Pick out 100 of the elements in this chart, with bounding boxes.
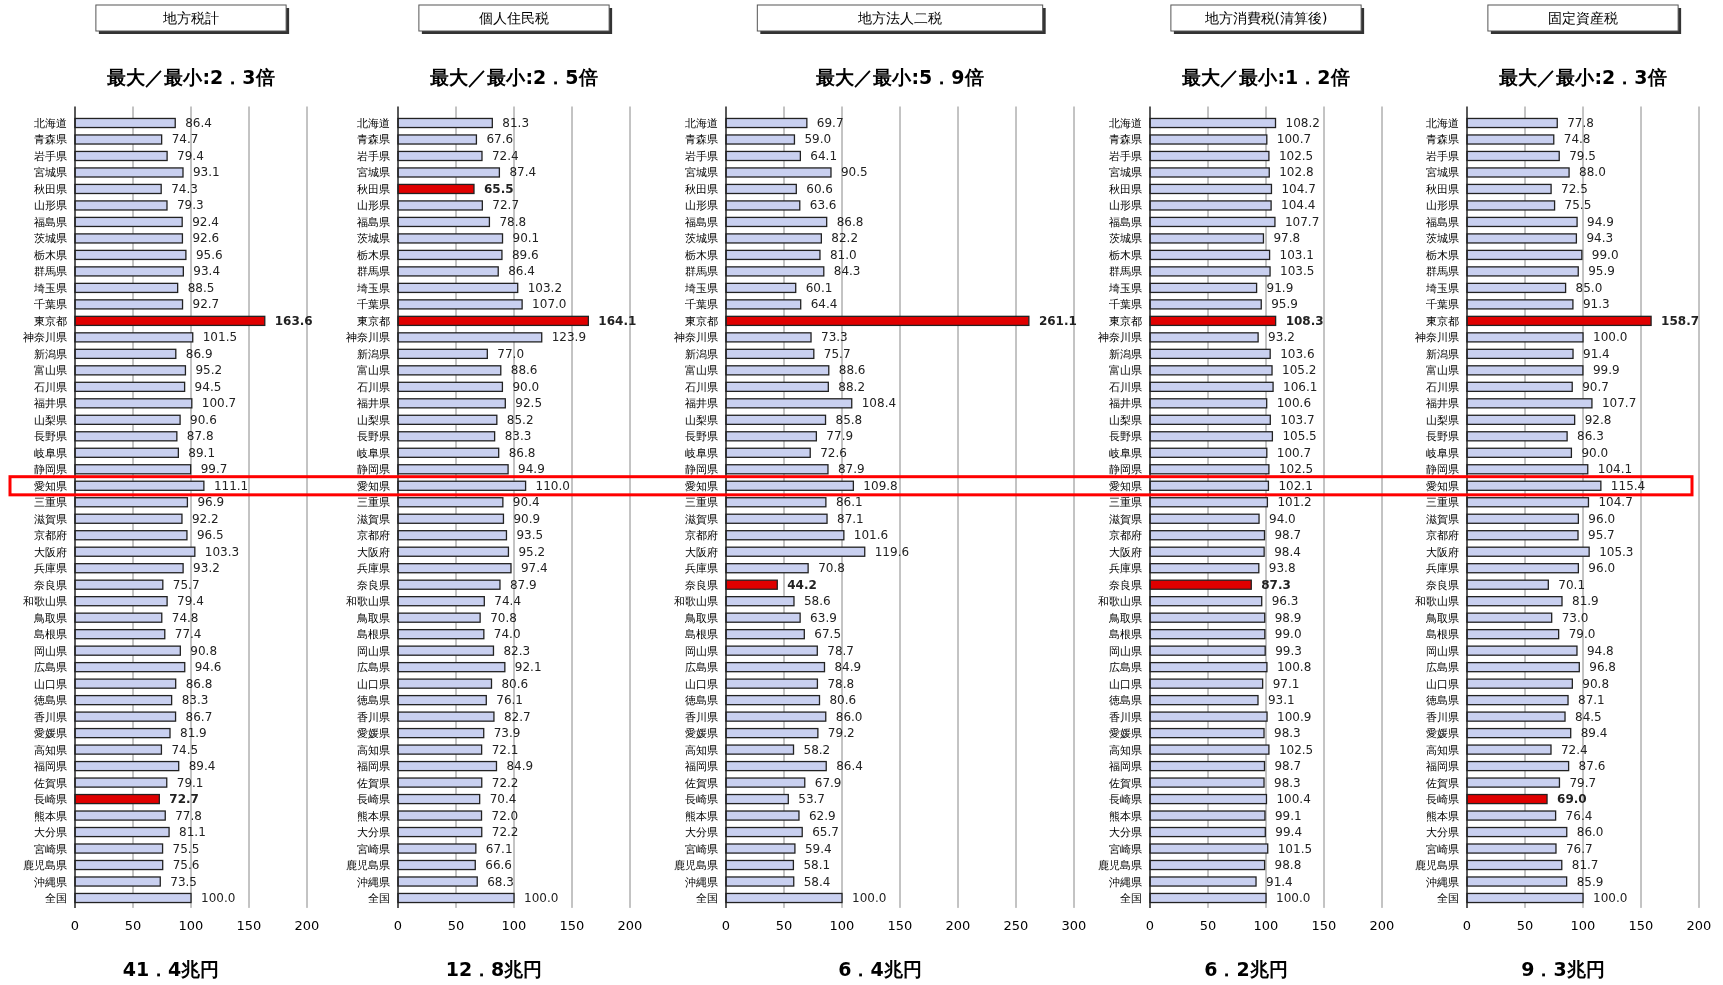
y-tick-label: 福井県 <box>34 397 67 410</box>
y-tick-label: 福井県 <box>685 397 718 410</box>
y-tick-label: 京都府 <box>685 529 718 542</box>
data-label: 109.8 <box>863 478 898 493</box>
data-label: 93.2 <box>193 561 220 576</box>
y-tick-label: 愛媛県 <box>685 727 718 740</box>
y-tick-label: 京都府 <box>1109 529 1142 542</box>
y-tick-label: 鳥取県 <box>1425 611 1459 624</box>
data-label: 101.5 <box>202 330 238 345</box>
data-label: 86.4 <box>836 759 863 774</box>
y-tick-label: 大分県 <box>1426 826 1459 839</box>
y-tick-label: 静岡県 <box>1109 463 1142 476</box>
data-label: 79.1 <box>176 775 204 790</box>
y-tick-label: 香川県 <box>357 710 390 723</box>
x-tick-label: 200 <box>617 918 643 933</box>
data-label: 100.0 <box>852 891 887 905</box>
y-tick-label: 岡山県 <box>34 644 67 657</box>
data-label: 94.9 <box>1587 214 1614 229</box>
data-label: 86.9 <box>185 346 213 361</box>
y-tick-label: 鹿児島県 <box>674 859 718 872</box>
data-label: 92.2 <box>191 511 219 526</box>
data-label: 79.7 <box>1569 775 1597 790</box>
data-label: 107.7 <box>1284 214 1320 229</box>
y-tick-label: 高知県 <box>34 743 67 756</box>
data-label: 84.3 <box>833 264 861 279</box>
data-label: 100.4 <box>1276 792 1311 807</box>
y-tick-label: 富山県 <box>1426 364 1459 377</box>
data-label: 64.1 <box>810 148 838 163</box>
data-label: 100.8 <box>1276 660 1312 675</box>
y-tick-label: 京都府 <box>357 529 390 542</box>
y-tick-label: 山梨県 <box>357 413 390 426</box>
y-tick-label: 富山県 <box>357 364 390 377</box>
data-label: 100.0 <box>1593 891 1628 905</box>
y-tick-label: 愛媛県 <box>357 727 390 740</box>
y-tick-label: 奈良県 <box>1426 578 1459 591</box>
data-label: 108.2 <box>1285 116 1320 130</box>
y-tick-label: 山形県 <box>685 199 718 212</box>
data-label: 98.7 <box>1274 528 1302 543</box>
data-label: 73.9 <box>493 726 521 741</box>
y-tick-label: 岐阜県 <box>1109 446 1142 459</box>
data-label: 93.5 <box>516 528 544 543</box>
data-label: 100.0 <box>524 891 559 905</box>
chart-title: 地方税計 <box>162 10 219 26</box>
y-tick-label: 岡山県 <box>357 644 390 657</box>
x-tick-label: 50 <box>1516 918 1534 933</box>
y-tick-label: 青森県 <box>34 133 67 146</box>
y-tick-label: 高知県 <box>357 743 390 756</box>
x-tick-label: 0 <box>721 918 731 933</box>
data-label: 79.2 <box>827 726 855 741</box>
data-label: 86.4 <box>185 116 212 130</box>
y-tick-label: 滋賀県 <box>1426 512 1459 525</box>
data-label: 103.3 <box>204 544 240 559</box>
data-label: 90.5 <box>840 165 868 180</box>
y-tick-label: 岩手県 <box>1426 149 1459 162</box>
data-label: 67.5 <box>814 627 842 642</box>
y-tick-label: 埼玉県 <box>1108 281 1142 294</box>
data-label: 58.1 <box>803 858 831 873</box>
data-label: 72.2 <box>491 775 519 790</box>
data-label: 83.3 <box>181 693 209 708</box>
y-tick-label: 長崎県 <box>1109 793 1142 806</box>
data-label: 60.1 <box>805 280 833 295</box>
data-label: 99.0 <box>1274 627 1302 642</box>
y-tick-label: 北海道 <box>685 117 718 129</box>
y-tick-label: 鹿児島県 <box>1098 859 1142 872</box>
data-label: 72.1 <box>491 742 519 757</box>
y-tick-label: 岩手県 <box>357 149 390 162</box>
y-tick-label: 滋賀県 <box>685 512 718 525</box>
y-tick-label: 群馬県 <box>685 265 718 278</box>
y-tick-label: 山口県 <box>1426 677 1459 690</box>
data-label: 89.6 <box>511 247 539 262</box>
x-tick-label: 0 <box>1145 918 1155 933</box>
y-tick-label: 愛知県 <box>1109 479 1142 492</box>
data-label: 86.0 <box>835 709 863 724</box>
data-label: 104.4 <box>1281 198 1316 213</box>
x-tick-label: 50 <box>447 918 465 933</box>
y-tick-label: 神奈川県 <box>23 331 67 344</box>
y-tick-label: 栃木県 <box>1426 248 1459 261</box>
y-tick-label: 全国 <box>368 892 390 904</box>
y-tick-label: 大分県 <box>357 826 390 839</box>
y-tick-label: 鳥取県 <box>1108 611 1142 624</box>
y-tick-label: 福岡県 <box>685 760 718 773</box>
data-label: 86.8 <box>185 676 213 691</box>
data-label: 85.9 <box>1576 874 1604 889</box>
y-tick-label: 大阪府 <box>357 545 390 558</box>
y-tick-label: 大阪府 <box>685 545 718 558</box>
data-label: 66.6 <box>485 858 512 873</box>
y-tick-label: 山形県 <box>1109 199 1142 212</box>
data-label: 70.8 <box>818 561 845 576</box>
y-tick-label: 三重県 <box>1426 496 1459 509</box>
y-tick-label: 熊本県 <box>1426 809 1459 822</box>
y-tick-label: 宮崎県 <box>1109 842 1142 855</box>
data-label: 102.8 <box>1279 165 1314 180</box>
data-label: 100.7 <box>201 396 237 411</box>
y-tick-label: 福島県 <box>34 215 67 228</box>
data-label: 59.0 <box>804 132 832 147</box>
data-label: 99.4 <box>1275 825 1303 840</box>
data-label: 101.5 <box>1277 841 1313 856</box>
data-label: 104.7 <box>1281 181 1316 196</box>
y-tick-label: 福井県 <box>1426 397 1459 410</box>
y-tick-label: 福島県 <box>1426 215 1459 228</box>
